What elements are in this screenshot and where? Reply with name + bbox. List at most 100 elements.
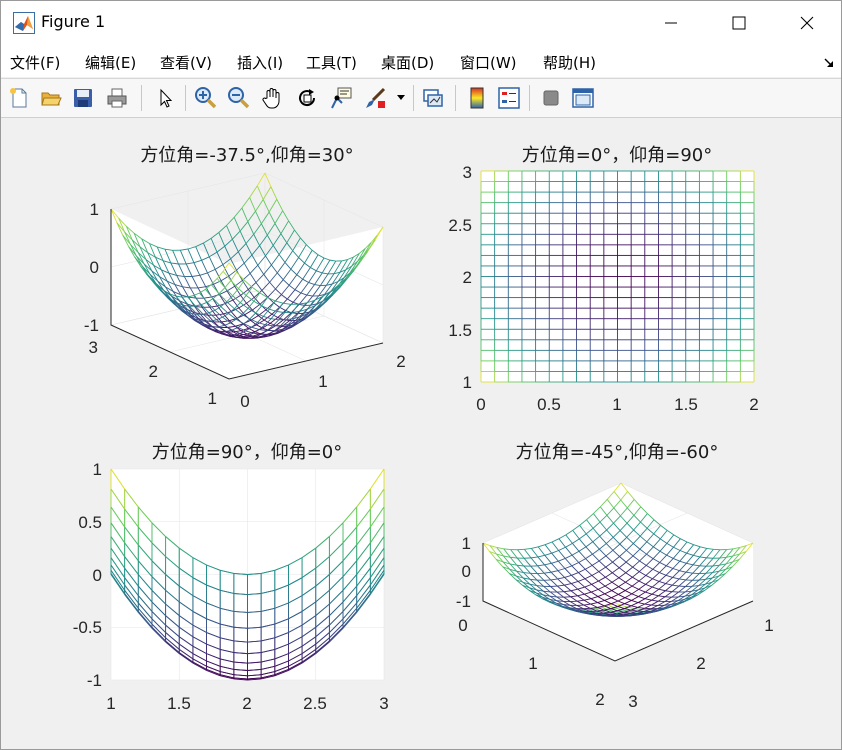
subplot-1-mesh-line — [253, 290, 263, 298]
subplot-1-mesh-line — [234, 286, 241, 296]
title-bar[interactable]: Figure 1 — [1, 1, 841, 45]
menu-insert[interactable]: 插入(I) — [237, 54, 284, 72]
close-button[interactable] — [773, 1, 841, 45]
subplot-4-mesh-line — [593, 513, 601, 523]
show-plot-tools-icon — [572, 88, 594, 108]
subplot-4[interactable]: 方位角=-45°,仰角=-60° 1 0 -1 0 1 2 1 2 3 — [456, 442, 774, 711]
menu-view[interactable]: 查看(V) — [160, 54, 212, 72]
subplot-3-mesh-line — [301, 652, 317, 663]
subplot-4-mesh-line — [665, 568, 674, 576]
menu-help[interactable]: 帮助(H) — [543, 54, 596, 72]
subplot-1-mesh-line — [351, 253, 360, 267]
subplot-1-mesh-line — [272, 245, 280, 255]
subplot-3-mesh-line — [192, 661, 207, 670]
figure-canvas[interactable]: 方位角=-37.5°,仰角=30° 1 0 -1 3 2 1 0 1 2 方位角… — [1, 119, 841, 749]
subplot-1-mesh-line — [272, 233, 282, 246]
subplot-4-mesh-line — [651, 599, 659, 602]
subplot-1[interactable]: 方位角=-37.5°,仰角=30° 1 0 -1 3 2 1 0 1 2 — [84, 145, 406, 411]
subplot-3-mesh-line — [369, 564, 385, 586]
subplot-3-mesh-line — [220, 674, 234, 679]
subplot-4-mesh-line — [523, 577, 531, 580]
insert-legend-button[interactable] — [495, 84, 523, 112]
data-cursor-button[interactable] — [327, 84, 355, 112]
subplot-4-mesh-line — [503, 555, 511, 558]
link-plot-button[interactable] — [419, 84, 447, 112]
subplot-3-mesh — [110, 468, 385, 681]
subplot-3-mesh-line — [137, 506, 153, 524]
show-plot-tools-button[interactable] — [569, 84, 597, 112]
subplot-3-mesh-line — [110, 536, 126, 557]
subplot-4-mesh-line — [660, 525, 668, 531]
subplot-4-mesh-line — [633, 506, 642, 516]
subplot-1-mesh-line — [195, 242, 204, 248]
subplot-1-mesh-line — [218, 293, 228, 303]
menu-file[interactable]: 文件(F) — [10, 54, 61, 72]
open-file-button[interactable] — [37, 84, 65, 112]
subplot-4-mesh-line — [591, 588, 599, 593]
subplot-4-mesh-line — [671, 591, 679, 598]
subplot-1-mesh-line — [210, 319, 217, 322]
subplot-4-mesh-line — [665, 584, 673, 592]
brush-button[interactable] — [361, 84, 389, 112]
subplot-4-mesh-line — [611, 577, 620, 583]
subplot-4-mesh-line — [591, 560, 600, 566]
subplot-4-mesh-line — [605, 566, 613, 574]
subplot-3-mesh-line — [165, 574, 180, 587]
new-figure-button[interactable] — [5, 84, 33, 112]
subplot-4-xtick: 1 — [528, 654, 537, 673]
subplot-4-mesh-line — [706, 549, 714, 559]
save-button[interactable] — [69, 84, 97, 112]
subplot-4-mesh-line — [489, 551, 497, 560]
subplot-4-mesh-line — [612, 530, 621, 538]
subplot-1-mesh-line — [216, 245, 225, 253]
subplot-1-mesh-line — [219, 290, 228, 295]
maximize-button[interactable] — [705, 1, 773, 45]
subplot-4-mesh-line — [705, 572, 713, 580]
subplot-4-mesh-line — [523, 572, 531, 574]
menu-desktop[interactable]: 桌面(D) — [381, 54, 435, 72]
subplot-1-mesh-line — [322, 272, 329, 275]
minimize-button[interactable] — [637, 1, 705, 45]
menu-tools[interactable]: 工具(T) — [306, 54, 357, 72]
pointer-button[interactable] — [151, 84, 179, 112]
open-file-icon — [41, 92, 62, 106]
hide-plot-tools-button[interactable] — [537, 84, 565, 112]
subplot-4-mesh-line — [625, 572, 633, 578]
insert-colorbar-button[interactable] — [463, 84, 491, 112]
subplot-1-mesh-line — [249, 318, 258, 323]
subplot-4-mesh-line — [590, 596, 599, 600]
subplot-1-mesh-line — [145, 259, 154, 266]
subplot-3-mesh-line — [356, 593, 371, 612]
subplot-4-mesh-line — [666, 542, 674, 548]
subplot-1-mesh-line — [207, 272, 214, 285]
dock-arrow-icon[interactable] — [823, 57, 835, 69]
subplot-4-mesh-line — [693, 544, 701, 548]
subplot-1-mesh-line — [168, 272, 176, 285]
subplot-3-mesh-line — [178, 653, 194, 664]
print-button[interactable] — [103, 84, 131, 112]
subplot-3-mesh-line — [329, 576, 344, 591]
zoom-out-button[interactable] — [225, 84, 253, 112]
pan-button[interactable] — [259, 84, 287, 112]
menu-edit[interactable]: 编辑(E) — [85, 54, 137, 72]
subplot-4-mesh-line — [592, 541, 600, 550]
subplot-4-mesh-line — [597, 593, 605, 597]
subplot-1-mesh-line — [210, 232, 220, 239]
rotate-3d-button[interactable] — [293, 84, 321, 112]
subplot-4-mesh-line — [612, 549, 620, 557]
subplot-3-mesh-line — [124, 508, 139, 528]
menu-window[interactable]: 窗口(W) — [460, 54, 517, 72]
brush-dropdown-button[interactable] — [393, 84, 409, 112]
subplot-4-mesh-line — [612, 556, 620, 563]
subplot-3-mesh-line — [288, 624, 303, 633]
subplot-1-mesh-line — [307, 300, 315, 310]
subplot-4-mesh-line — [537, 554, 545, 558]
insert-legend-icon — [498, 87, 520, 109]
subplot-1-mesh-line — [296, 262, 305, 276]
subplot-4-mesh-line — [659, 572, 667, 576]
subplot-2[interactable]: 方位角=0°，仰角=90° 3 2.5 2 1.5 1 0 0.5 1 1.5 … — [448, 145, 758, 414]
subplot-3[interactable]: 方位角=90°，仰角=0° 1 0.5 0 -0.5 -1 1 1.5 2 2.… — [73, 442, 389, 713]
subplot-4-mesh-line — [672, 570, 680, 578]
subplot-3-mesh-line — [233, 674, 248, 677]
zoom-in-button[interactable] — [192, 84, 220, 112]
